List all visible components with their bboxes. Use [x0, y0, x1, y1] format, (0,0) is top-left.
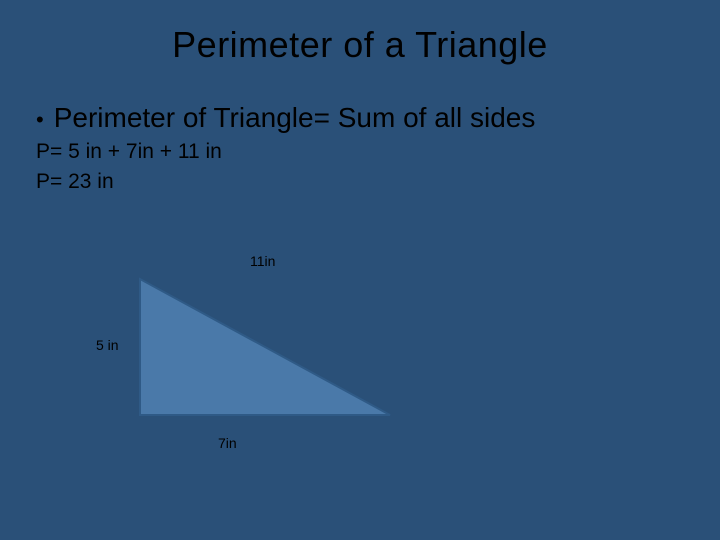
- equation-line-2: P= 23 in: [0, 164, 720, 194]
- triangle-shape: [140, 279, 390, 415]
- triangle-diagram: 11in 5 in 7in: [0, 245, 460, 465]
- equation-line-1: P= 5 in + 7in + 11 in: [0, 134, 720, 164]
- label-bottom-side: 7in: [218, 435, 237, 451]
- label-hypotenuse: 11in: [250, 253, 275, 269]
- bullet-row: • Perimeter of Triangle= Sum of all side…: [0, 66, 720, 134]
- bullet-text: Perimeter of Triangle= Sum of all sides: [54, 102, 536, 134]
- slide-title: Perimeter of a Triangle: [0, 0, 720, 66]
- bullet-marker: •: [36, 109, 44, 131]
- label-left-side: 5 in: [96, 337, 119, 353]
